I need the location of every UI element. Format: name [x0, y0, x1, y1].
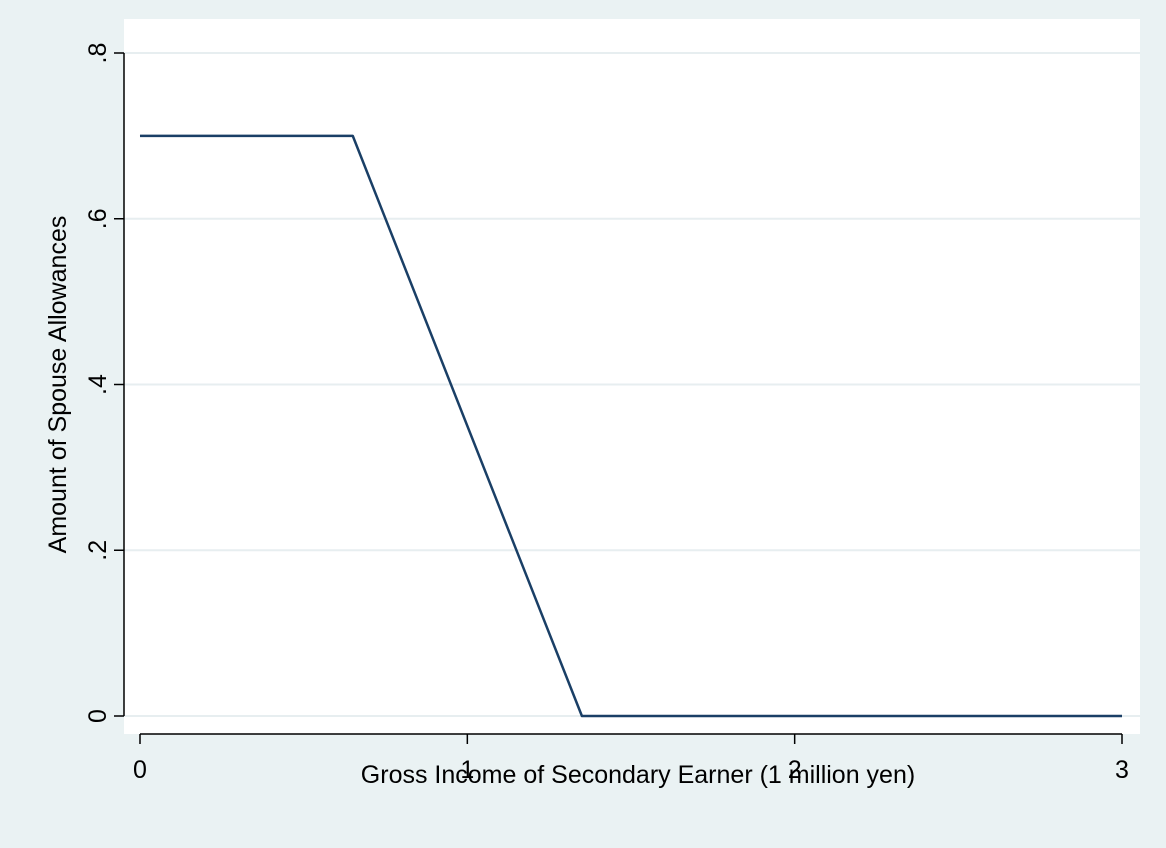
plot-area [124, 19, 1140, 734]
y-tick-label: .6 [84, 208, 112, 229]
y-tick-label: 0 [84, 709, 112, 723]
y-tick-label: .4 [84, 374, 112, 395]
series-layer [139, 134, 1123, 718]
x-axis-title: Gross Income of Secondary Earner (1 mill… [361, 761, 915, 789]
y-tick-label: .2 [84, 540, 112, 561]
y-axis-title: Amount of Spouse Allowances [44, 216, 72, 554]
series-line [140, 134, 1122, 718]
x-axis: 0 1 2 3 [133, 733, 1129, 784]
y-tick-label: .8 [84, 43, 112, 64]
x-tick-label: 0 [133, 756, 147, 784]
x-tick-label: 2 [788, 756, 802, 784]
x-tick-label: 3 [1115, 756, 1129, 784]
x-tick-label: 1 [460, 756, 474, 784]
y-axis: 0 .2 .4 .6 .8 [84, 43, 125, 723]
